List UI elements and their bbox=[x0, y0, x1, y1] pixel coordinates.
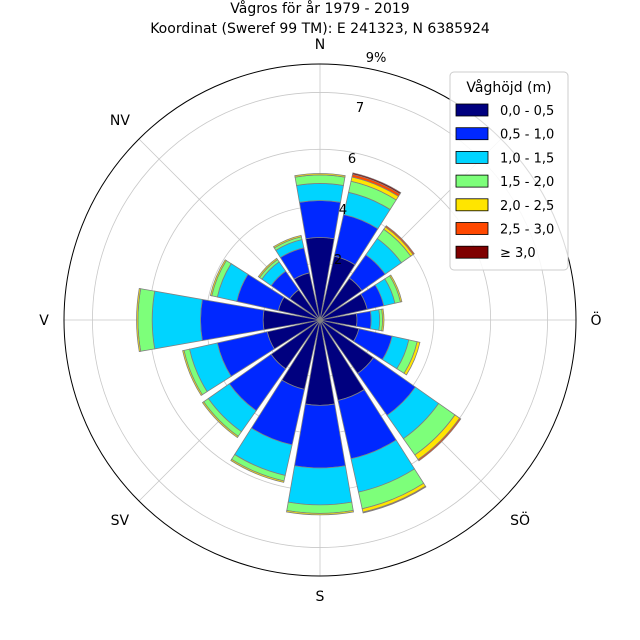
rose-bar-segment bbox=[403, 341, 421, 376]
rose-bar-segment bbox=[417, 417, 462, 462]
direction-label: NV bbox=[110, 113, 130, 129]
rose-bar-segment bbox=[298, 200, 342, 240]
direction-labels: N NV V SV S SÖ Ö bbox=[39, 37, 601, 605]
rose-bar-segment bbox=[209, 259, 227, 297]
radial-tick-label: 2 bbox=[334, 253, 342, 268]
legend-swatch bbox=[455, 245, 489, 259]
rose-bar-segment bbox=[136, 287, 142, 353]
legend: Våghöjd (m) 0,0 - 0,5 0,5 - 1,0 1,0 - 1,5 1,… bbox=[449, 71, 569, 271]
direction-label: S bbox=[316, 589, 325, 605]
legend-swatch bbox=[455, 198, 489, 212]
direction-label: V bbox=[39, 313, 49, 329]
rose-bars bbox=[136, 172, 462, 516]
legend-label: 0,5 - 1,0 bbox=[500, 128, 554, 143]
direction-label: N bbox=[315, 37, 325, 53]
rose-bar-segment bbox=[272, 234, 302, 249]
radial-tick-label: 7 bbox=[356, 101, 364, 116]
direction-label: Ö bbox=[590, 311, 601, 329]
legend-swatch bbox=[455, 150, 489, 164]
rose-bar-segment bbox=[294, 173, 346, 178]
rose-bar-segment bbox=[352, 172, 402, 195]
rose-bar-segment bbox=[355, 310, 372, 330]
direction-label: SV bbox=[111, 513, 130, 529]
rose-bar-segment bbox=[369, 309, 381, 331]
legend-swatch bbox=[455, 103, 489, 117]
rose-bar-segment bbox=[381, 308, 385, 332]
legend-label: ≥ 3,0 bbox=[500, 246, 536, 261]
chart-title-line2: Koordinat (Sweref 99 TM): E 241323, N 63… bbox=[150, 21, 490, 37]
radial-tick-labels: 2 4 6 7 9% bbox=[334, 51, 386, 268]
legend-label: 2,5 - 3,0 bbox=[500, 223, 554, 238]
legend-swatch bbox=[455, 127, 489, 141]
rose-bar-segment bbox=[201, 401, 239, 439]
rose-bar-segment bbox=[362, 485, 427, 514]
rose-bar-segment bbox=[151, 290, 203, 350]
rose-bar-segment bbox=[294, 403, 346, 469]
outer-circle bbox=[63, 63, 577, 577]
rose-bar-segment bbox=[286, 510, 354, 516]
legend-label: 2,0 - 2,5 bbox=[500, 199, 554, 214]
legend-label: 1,0 - 1,5 bbox=[500, 151, 554, 166]
legend-swatch bbox=[455, 174, 489, 188]
legend-title: Våghöjd (m) bbox=[466, 79, 551, 96]
rose-bar-segment bbox=[137, 288, 156, 352]
radial-tick-label: 9% bbox=[366, 51, 387, 66]
rose-bar-segment bbox=[287, 465, 353, 506]
rose-bar-segment bbox=[182, 349, 203, 396]
legend-swatch bbox=[455, 222, 489, 235]
legend-box bbox=[449, 71, 569, 271]
legend-label: 1,5 - 2,0 bbox=[500, 175, 554, 190]
rose-bar-segment bbox=[230, 458, 285, 483]
rose-bar-segment bbox=[257, 257, 279, 279]
radial-tick-label: 6 bbox=[348, 152, 356, 167]
rose-bar-segment bbox=[296, 183, 344, 203]
rose-bar-segment bbox=[384, 225, 415, 256]
direction-label: SÖ bbox=[510, 511, 530, 529]
legend-label: 0,0 - 0,5 bbox=[500, 104, 554, 119]
radial-tick-label: 4 bbox=[339, 203, 347, 218]
chart-title-line1: Vågros för år 1979 - 2019 bbox=[230, 0, 409, 17]
rose-bar-segment bbox=[389, 274, 403, 303]
